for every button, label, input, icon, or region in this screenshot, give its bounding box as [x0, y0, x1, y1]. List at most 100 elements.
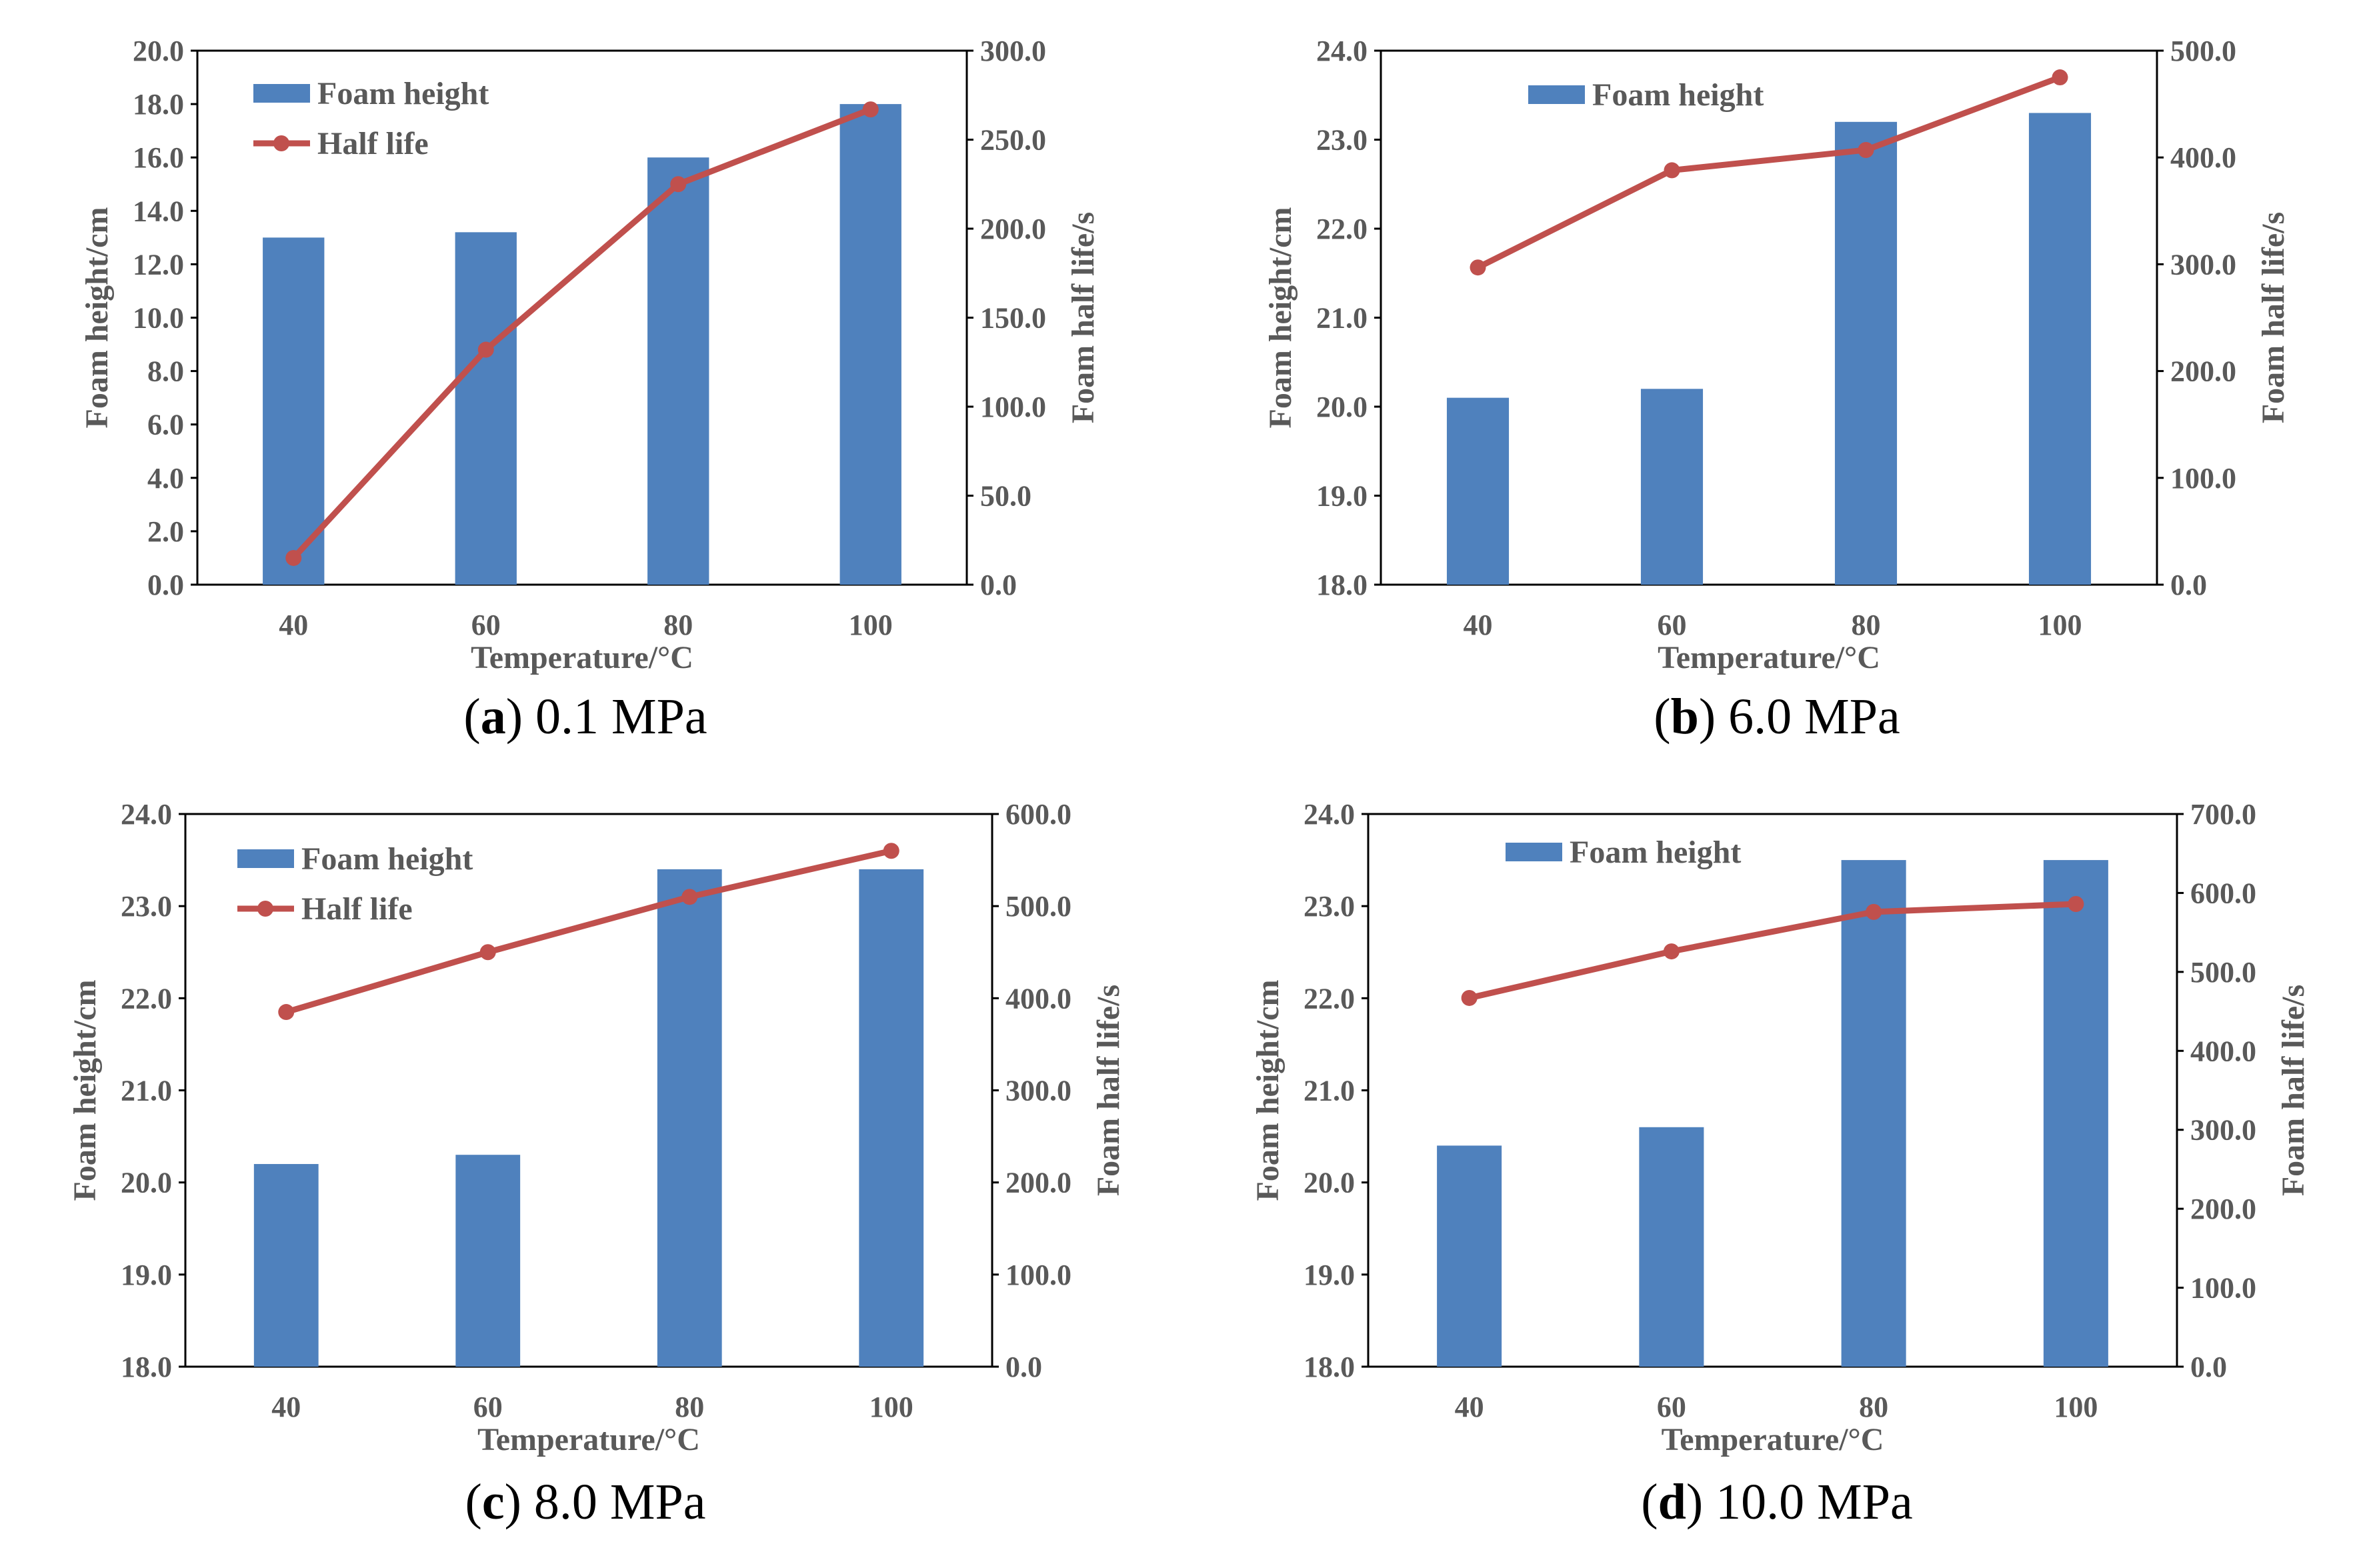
left-axis-tick-label: 20.0 [133, 35, 184, 67]
point-half-life [477, 341, 494, 358]
point-half-life [670, 176, 687, 193]
point-half-life [1664, 162, 1680, 179]
x-axis-title: Temperature/°C [477, 1422, 700, 1457]
right-axis-tick-label: 400.0 [2170, 141, 2236, 174]
point-half-life [285, 549, 302, 566]
line-half-life [285, 847, 892, 1015]
x-axis-title: Temperature/°C [1662, 1422, 1884, 1457]
legend-entry: Foam height [1570, 835, 1741, 870]
right-axis-tick-label: 600.0 [2190, 877, 2256, 909]
right-axis-tick-label: 100.0 [2170, 462, 2236, 495]
chart-panel-b: 18.0 19.0 20.0 21.0 22.0 23.0 24.0 0.0 100.0 200.… [1263, 35, 2291, 745]
right-axis-tick-label: 300.0 [2190, 1114, 2256, 1147]
right-axis-tick-label: 500.0 [1005, 890, 1071, 923]
bar-foam-height [1639, 1127, 1704, 1367]
bar-foam-height [1437, 1145, 1502, 1367]
point-half-life [278, 1004, 295, 1021]
line-half-life [1468, 901, 2076, 1001]
left-axis-tick-label: 22.0 [1304, 982, 1355, 1015]
right-axis-tick-label: 0.0 [2190, 1351, 2227, 1383]
legend-swatch-bar [237, 849, 294, 868]
legend-entry: Half life [301, 891, 413, 927]
bar-foam-height [253, 1164, 319, 1367]
bar-foam-height [657, 869, 722, 1367]
caption-paren-close: ) [506, 689, 523, 745]
right-axis-tick-label: 700.0 [2190, 798, 2256, 831]
right-axis-title: Foam half life/s [2276, 985, 2311, 1196]
x-axis-tick-label: 100 [2038, 609, 2082, 641]
right-axis-title: Foam half life/s [2256, 212, 2291, 423]
point-half-life [1663, 943, 1680, 960]
left-axis-tick-label: 23.0 [121, 890, 172, 923]
right-axis-tick-label: 150.0 [980, 302, 1046, 335]
legend-entry: Half life [317, 126, 429, 161]
right-axis-tick-label: 300.0 [1005, 1075, 1071, 1107]
left-axis-tick-label: 18.0 [1304, 1351, 1355, 1383]
right-axis-tick-label: 250.0 [980, 124, 1046, 157]
left-axis-tick-label: 8.0 [147, 355, 184, 388]
point-half-life [479, 944, 496, 961]
caption-paren-close: ) [505, 1474, 521, 1530]
legend-swatch-bar [1528, 85, 1585, 104]
right-axis-tick-label: 100.0 [2190, 1272, 2256, 1305]
x-axis-tick-label: 80 [1859, 1391, 1888, 1423]
x-axis-tick-label: 80 [675, 1391, 704, 1423]
caption-letter: d [1658, 1474, 1686, 1530]
line-half-life [1476, 74, 2062, 271]
caption-paren-open: ( [1641, 1474, 1658, 1530]
right-axis-tick-label: 600.0 [1005, 798, 1071, 831]
right-axis-tick-label: 500.0 [2170, 35, 2236, 67]
point-half-life [2068, 896, 2084, 913]
chart-panel-c: 18.0 19.0 20.0 21.0 22.0 23.0 24.0 0.0 100.0 200.… [67, 798, 1126, 1530]
x-axis-title: Temperature/°C [1658, 640, 1880, 675]
left-axis-tick-label: 4.0 [147, 462, 184, 495]
legend-swatch-bar [1506, 843, 1562, 861]
x-axis-tick-label: 40 [1455, 1391, 1484, 1423]
left-axis-tick-label: 22.0 [1316, 213, 1368, 245]
x-axis-title: Temperature/°C [471, 640, 693, 675]
left-axis-tick-label: 23.0 [1316, 124, 1368, 157]
caption-paren-close: ) [1699, 689, 1716, 745]
right-axis-tick-label: 300.0 [980, 35, 1046, 67]
bar-foam-height [647, 157, 709, 585]
x-axis-tick-label: 40 [1464, 609, 1493, 641]
right-axis-tick-label: 200.0 [1005, 1167, 1071, 1199]
left-axis-tick-label: 24.0 [121, 798, 172, 831]
right-axis-tick-label: 300.0 [2170, 248, 2236, 281]
point-half-life [1470, 259, 1486, 276]
caption-paren-open: ( [1654, 689, 1670, 745]
point-half-life [1461, 989, 1478, 1006]
panel-caption: (d) 10.0 MPa [1641, 1474, 1912, 1530]
right-axis-title: Foam half life/s [1065, 212, 1101, 423]
chart-panel-a: 0.0 2.0 4.0 6.0 8.0 10.0 12.0 14.0 16.0 18.0 20.0 0… [79, 35, 1101, 745]
right-axis-tick-label: 400.0 [2190, 1035, 2256, 1067]
chart-panel-d: 18.0 19.0 20.0 21.0 22.0 23.0 24.0 0.0 100.0 200.… [1250, 798, 2311, 1530]
right-axis-tick-label: 0.0 [2170, 569, 2207, 601]
x-axis-tick-label: 80 [1852, 609, 1881, 641]
x-axis-tick-label: 80 [663, 609, 693, 641]
right-axis-title: Foam half life/s [1091, 985, 1126, 1196]
left-axis-tick-label: 6.0 [147, 409, 184, 441]
legend-swatch-bar [253, 84, 310, 103]
right-axis-tick-label: 0.0 [1005, 1351, 1042, 1383]
bar-foam-height [1841, 860, 1906, 1367]
left-axis-tick-label: 2.0 [147, 515, 184, 548]
caption-letter: c [482, 1474, 505, 1530]
x-axis-tick-label: 60 [1657, 1391, 1686, 1423]
right-axis-tick-label: 200.0 [2190, 1193, 2256, 1225]
left-axis-tick-label: 19.0 [1304, 1259, 1355, 1291]
x-axis-tick-label: 60 [1658, 609, 1687, 641]
caption-text: 8.0 MPa [521, 1474, 706, 1530]
right-axis-tick-label: 0.0 [980, 569, 1017, 601]
left-axis-tick-label: 21.0 [1304, 1075, 1355, 1107]
left-axis-tick-label: 14.0 [133, 195, 184, 227]
legend-entry: Foam height [301, 841, 473, 877]
right-axis-tick-label: 500.0 [2190, 956, 2256, 989]
left-axis-tick-label: 20.0 [1316, 391, 1368, 423]
bar-foam-height [455, 232, 517, 585]
left-axis-tick-label: 24.0 [1316, 35, 1368, 67]
point-half-life [883, 843, 899, 859]
bar-foam-height [1834, 121, 1898, 585]
panel-caption: (a) 0.1 MPa [463, 689, 707, 745]
x-axis-tick-label: 60 [473, 1391, 503, 1423]
